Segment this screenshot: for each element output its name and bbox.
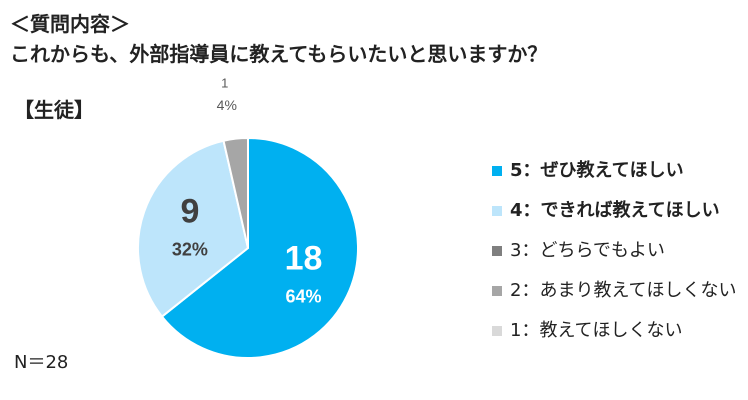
pie-slice-1	[137, 139, 250, 318]
group-label: 【生徒】	[14, 98, 94, 122]
slice-count-label: 9	[180, 193, 199, 231]
legend-swatch	[492, 206, 502, 216]
legend-label: 1：教えてほしくない	[510, 320, 683, 341]
slice-count-label: 1	[221, 76, 228, 91]
legend-label: 4：できれば教えてほしい	[510, 200, 720, 221]
slice-percent-label: 64%	[285, 287, 321, 307]
legend-swatch	[492, 326, 502, 336]
legend-swatch	[492, 166, 502, 176]
legend-label: 5：ぜひ教えてほしい	[510, 160, 684, 181]
pie-slice-3	[222, 136, 249, 249]
legend-label: 3：どちらでもよい	[510, 240, 665, 261]
slice-percent-label: 4%	[217, 97, 237, 113]
sample-size-label: N＝28	[14, 352, 69, 373]
slice-count-label: 18	[285, 240, 323, 278]
question-header: ＜質問内容＞	[10, 12, 130, 36]
legend-swatch	[492, 246, 502, 256]
legend-swatch	[492, 286, 502, 296]
slice-percent-label: 32%	[172, 240, 208, 260]
question-text: これからも、外部指導員に教えてもらいたいと思いますか？	[10, 42, 548, 66]
pie-slice-0	[160, 136, 359, 359]
legend-label: 2：あまり教えてほしくない	[510, 280, 737, 301]
